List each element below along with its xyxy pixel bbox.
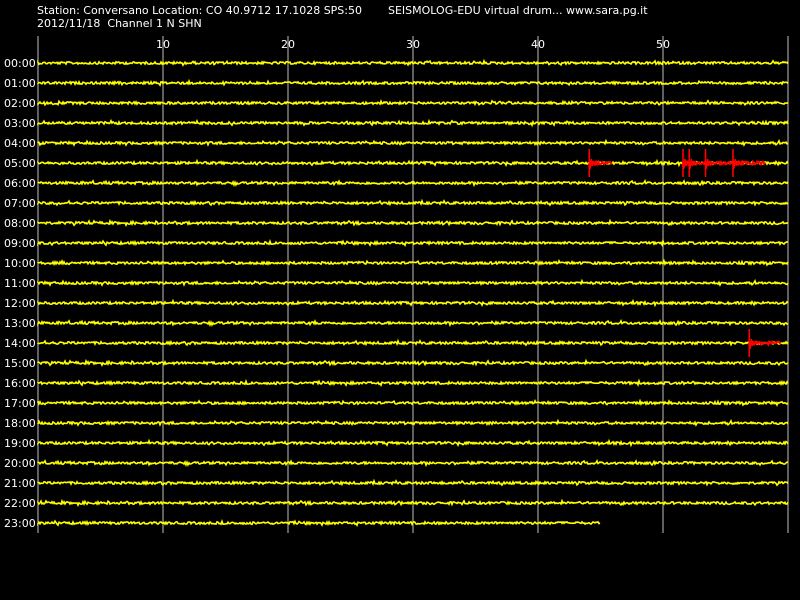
x-tick-label: 20: [281, 38, 295, 51]
hour-label: 21:00: [4, 477, 36, 490]
hour-label: 01:00: [4, 77, 36, 90]
hour-label: 19:00: [4, 437, 36, 450]
trace-line: [37, 198, 789, 207]
x-tick-label: 10: [156, 38, 170, 51]
hour-label: 13:00: [4, 317, 36, 330]
event-wiggle: [688, 158, 698, 169]
trace-line: [37, 118, 789, 128]
event-wiggle: [588, 158, 598, 169]
program-title: SEISMOLOG-EDU virtual drum... www.sara.p…: [388, 4, 648, 17]
hour-label: 07:00: [4, 197, 36, 210]
station-info: Station: Conversano Location: CO 40.9712…: [37, 4, 362, 17]
trace-line: [37, 378, 789, 388]
hour-label: 03:00: [4, 117, 36, 130]
event-wiggle: [704, 158, 715, 169]
hour-label: 08:00: [4, 217, 36, 230]
hour-label: 05:00: [4, 157, 36, 170]
hour-label: 22:00: [4, 497, 36, 510]
trace-line: [37, 418, 789, 427]
hour-label: 20:00: [4, 457, 36, 470]
hour-label: 18:00: [4, 417, 36, 430]
trace-line: [37, 218, 789, 227]
hour-label: 00:00: [4, 57, 36, 70]
trace-line: [37, 158, 789, 168]
trace-line: [37, 78, 789, 87]
trace-line: [37, 398, 789, 407]
hour-label: 06:00: [4, 177, 36, 190]
trace-line: [37, 319, 789, 328]
hour-label: 16:00: [4, 377, 36, 390]
trace-line: [37, 298, 789, 308]
trace-line: [37, 498, 789, 507]
trace-line: [37, 58, 789, 67]
hour-label: 12:00: [4, 297, 36, 310]
x-tick-label: 50: [656, 38, 670, 51]
hour-label: 09:00: [4, 237, 36, 250]
x-tick-label: 30: [406, 38, 420, 51]
trace-line: [37, 459, 789, 468]
date-channel: 2012/11/18 Channel 1 N SHN: [37, 17, 202, 30]
event-wiggle: [732, 158, 742, 169]
x-tick-label: 40: [531, 38, 545, 51]
hour-label: 10:00: [4, 257, 36, 270]
trace-line: [37, 138, 789, 147]
event-wiggle: [748, 338, 758, 349]
trace-line: [37, 179, 789, 188]
hour-label: 23:00: [4, 517, 36, 530]
trace-line: [37, 258, 789, 267]
hour-label: 02:00: [4, 97, 36, 110]
trace-line: [37, 518, 601, 527]
hour-label: 14:00: [4, 337, 36, 350]
trace-line: [37, 478, 789, 487]
trace-line: [37, 278, 789, 287]
hour-label: 17:00: [4, 397, 36, 410]
hour-label: 04:00: [4, 137, 36, 150]
trace-line: [37, 98, 789, 107]
trace-line: [37, 438, 789, 448]
hour-label: 15:00: [4, 357, 36, 370]
trace-line: [37, 358, 789, 367]
trace-line: [37, 338, 789, 347]
hour-label: 11:00: [4, 277, 36, 290]
trace-line: [37, 238, 789, 248]
